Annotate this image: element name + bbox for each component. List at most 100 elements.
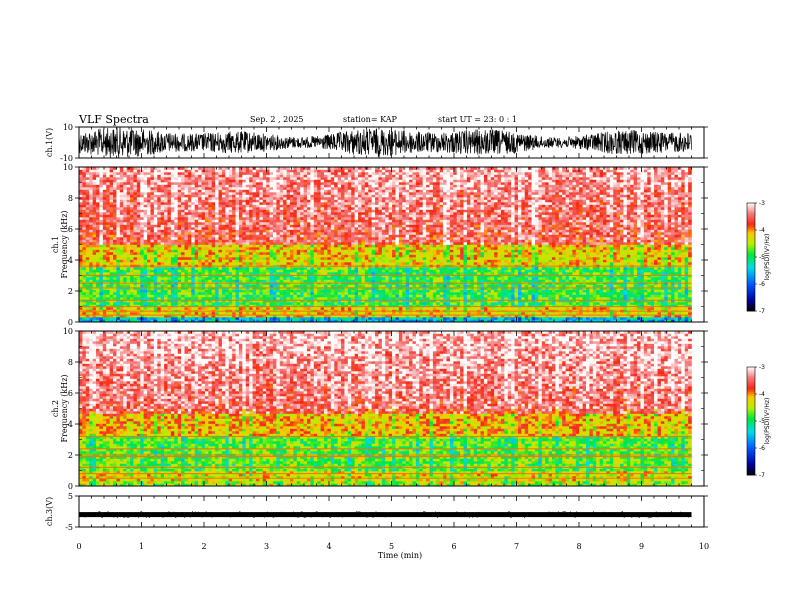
spectrogram-cell — [501, 312, 505, 315]
spectrogram-cell — [661, 297, 665, 300]
spectrogram-cell — [212, 292, 216, 295]
spectrogram-cell — [361, 297, 365, 300]
spectrogram-cell — [579, 317, 583, 320]
spectrogram-cell — [630, 312, 634, 315]
spectrogram-cell — [215, 302, 219, 305]
spectrogram-cell — [222, 292, 226, 295]
spectrogram-cell — [440, 297, 444, 300]
spectrogram-cell — [385, 312, 389, 315]
spectrogram-cell — [515, 295, 519, 298]
spectrogram-cell — [150, 307, 154, 310]
spectrogram-cell — [96, 297, 100, 300]
spectrogram-cell — [433, 317, 437, 320]
spectrogram-cell — [392, 295, 396, 298]
spectrogram-cell — [375, 297, 379, 300]
spectrogram-cell — [640, 302, 644, 305]
spectrogram-cell — [395, 295, 399, 298]
spectrogram-cell — [681, 307, 685, 310]
spectrogram-cell — [161, 295, 165, 298]
spectrogram-cell — [440, 295, 444, 298]
spectrogram-cell — [511, 297, 515, 300]
spectrogram-cell — [174, 292, 178, 295]
spectrogram-cell — [657, 317, 661, 320]
spectrogram-cell — [280, 317, 284, 320]
spectrogram-cell — [368, 295, 372, 298]
spectrogram-cell — [572, 317, 576, 320]
spectrogram-cell — [443, 295, 447, 298]
spectrogram-cell — [93, 317, 97, 320]
spectrogram-cell — [246, 312, 250, 315]
spectrogram-cell — [593, 312, 597, 315]
spectrogram-cell — [110, 307, 114, 310]
spectrogram-cell — [572, 307, 576, 310]
spectrogram-cell — [678, 297, 682, 300]
spectrogram-cell — [525, 307, 529, 310]
spectrogram-cell — [293, 292, 297, 295]
vlf-spectra-figure: VLF Spectra Sep. 2 , 2025 station= KAP s… — [0, 0, 792, 612]
spectrogram-cell — [164, 295, 168, 298]
spectrogram-cell — [678, 302, 682, 305]
spectrogram-cell — [657, 295, 661, 298]
spectrogram-cell — [372, 312, 376, 315]
spectrogram-cell — [447, 317, 451, 320]
spectrogram-cell — [341, 297, 345, 300]
spectrogram-cell — [596, 307, 600, 310]
spectrogram-cell — [157, 302, 161, 305]
spectrogram-cell — [460, 317, 464, 320]
spectrogram-cell — [586, 307, 590, 310]
spectrogram-cell — [538, 312, 542, 315]
spectrogram-cell — [423, 295, 427, 298]
spectrogram-cell — [184, 297, 188, 300]
spectrogram-cell — [106, 302, 110, 305]
spectrogram-cell — [317, 317, 321, 320]
spectrogram-cell — [334, 312, 338, 315]
spectrogram-cell — [385, 317, 389, 320]
spectrogram-cell — [137, 307, 141, 310]
spectrogram-cell — [535, 302, 539, 305]
spectrogram-cell — [317, 307, 321, 310]
spectrogram-cell — [498, 297, 502, 300]
spectrogram-cell — [504, 317, 508, 320]
spectrogram-cell — [562, 295, 566, 298]
spectrogram-cell — [491, 317, 495, 320]
spectrogram-cell — [494, 297, 498, 300]
spectrogram-cell — [664, 307, 668, 310]
spectrogram-cell — [215, 312, 219, 315]
spectrogram-cell — [229, 295, 233, 298]
spectrogram-cell — [181, 307, 185, 310]
spectrogram-cell — [164, 292, 168, 295]
spectrogram-cell — [300, 302, 304, 305]
spectrogram-cell — [164, 297, 168, 300]
spectrogram-cell — [79, 297, 83, 300]
spectrogram-cell — [511, 307, 515, 310]
spectrogram-cell — [426, 295, 430, 298]
spectrogram-cell — [324, 312, 328, 315]
spectrogram-cell — [341, 317, 345, 320]
spectrogram-cell — [620, 297, 624, 300]
spectrogram-cell — [613, 312, 617, 315]
spectrogram-cell — [664, 302, 668, 305]
spectrogram-cell — [188, 307, 192, 310]
spectrogram-cell — [137, 317, 141, 320]
spectrogram-cell — [562, 317, 566, 320]
spectrogram-cell — [259, 295, 263, 298]
spectrogram-cell — [314, 295, 318, 298]
spectrogram-cell — [382, 295, 386, 298]
spectrogram-cell — [300, 307, 304, 310]
spectrogram-cell — [378, 297, 382, 300]
spectrogram-cell — [395, 297, 399, 300]
spectrogram-cell — [249, 307, 253, 310]
spectrogram-cell — [477, 302, 481, 305]
spectrogram-cell — [450, 307, 454, 310]
spectrogram-cell — [392, 302, 396, 305]
spectrogram-cell — [555, 312, 559, 315]
spectrogram-cell — [293, 317, 297, 320]
spectrogram-cell — [212, 312, 216, 315]
spectrogram-cell — [344, 292, 348, 295]
spectrogram-cell — [484, 317, 488, 320]
spectrogram-cell — [276, 307, 280, 310]
spectrogram-cell — [651, 307, 655, 310]
spectrogram-cell — [569, 317, 573, 320]
spectrogram-cell — [528, 302, 532, 305]
spectrogram-cell — [596, 302, 600, 305]
